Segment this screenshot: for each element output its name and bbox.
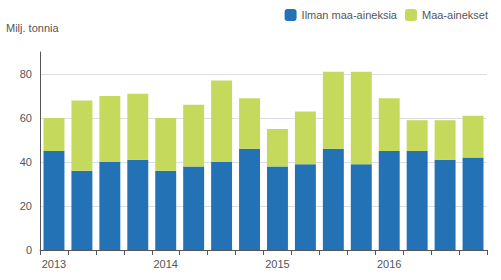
svg-text:80: 80: [20, 68, 32, 80]
svg-text:Maa-ainekset: Maa-ainekset: [422, 9, 488, 21]
svg-text:0: 0: [26, 244, 32, 256]
svg-text:Ilman maa-aineksia: Ilman maa-aineksia: [302, 9, 398, 21]
svg-text:2016: 2016: [377, 258, 401, 270]
svg-text:2013: 2013: [42, 258, 66, 270]
svg-text:40: 40: [20, 156, 32, 168]
svg-text:2015: 2015: [265, 258, 289, 270]
svg-text:Milj. tonnia: Milj. tonnia: [6, 22, 59, 34]
svg-text:20: 20: [20, 200, 32, 212]
svg-text:2014: 2014: [153, 258, 177, 270]
svg-text:60: 60: [20, 112, 32, 124]
